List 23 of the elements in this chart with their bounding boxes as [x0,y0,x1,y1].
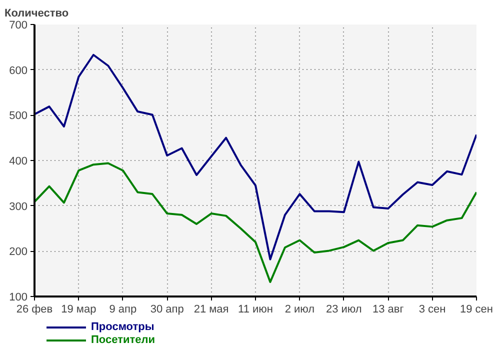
x-tick-label: 2 июл [284,304,315,316]
y-tick-label: 400 [9,156,28,168]
x-tick-label: 13 авг [372,304,404,316]
x-tick-label: 26 фев [16,304,53,316]
x-tick-label: 3 сен [418,304,446,316]
x-tick-label: 11 июн [238,304,273,316]
legend-label: Просмотры [91,321,154,333]
y-tick-label: 600 [9,64,28,77]
line-series [34,162,476,283]
y-tick-label: 500 [9,110,28,122]
y-tick-label: 700 [9,20,28,32]
x-tick-label: 30 апр [150,304,184,316]
y-axis-title: Количество [4,8,69,20]
y-tick-label: 300 [9,200,28,213]
y-tick-label: 100 [9,292,28,304]
x-tick-label: 23 июл [326,304,362,316]
y-tick-label: 200 [9,246,28,258]
line-series [34,54,476,260]
x-tick-label: 19 сен [460,304,493,316]
x-tick-label: 19 мар [61,304,96,316]
legend-label: Посетители [91,334,155,346]
x-tick-label: 21 мая [194,304,229,316]
x-tick-label: 9 апр [109,304,137,316]
